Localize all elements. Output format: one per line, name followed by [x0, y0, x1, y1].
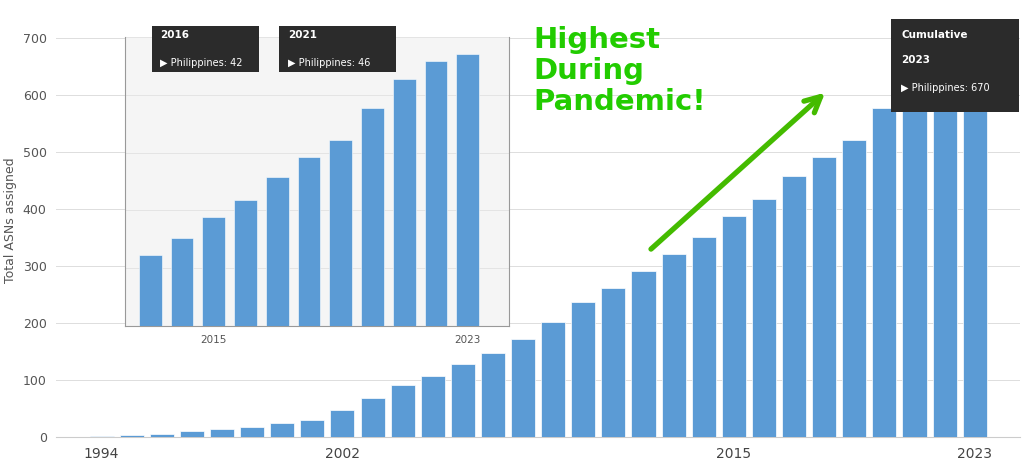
Bar — [782, 176, 806, 437]
Text: ▶ Philippines: 42: ▶ Philippines: 42 — [160, 58, 243, 68]
Bar — [361, 107, 384, 441]
Text: Highest
During
Pandemic!: Highest During Pandemic! — [534, 26, 706, 116]
Bar — [234, 200, 257, 441]
Bar — [298, 157, 321, 441]
Text: 2021: 2021 — [288, 30, 317, 40]
Bar — [752, 199, 776, 437]
Text: 2016: 2016 — [160, 30, 189, 40]
Bar — [360, 399, 385, 437]
Bar — [171, 238, 194, 441]
Bar — [120, 435, 143, 437]
Bar — [601, 288, 626, 437]
Bar — [722, 216, 745, 437]
Bar — [331, 410, 354, 437]
Text: ▶ Philippines: 46: ▶ Philippines: 46 — [288, 58, 371, 68]
Bar — [902, 80, 927, 437]
Bar — [180, 432, 204, 437]
Y-axis label: Total ASNs assigned: Total ASNs assigned — [4, 158, 17, 284]
Bar — [421, 376, 444, 437]
Bar — [270, 424, 294, 437]
Bar — [393, 79, 416, 441]
Bar — [481, 353, 505, 437]
Bar — [150, 434, 174, 437]
Bar — [511, 339, 536, 437]
Bar — [451, 364, 475, 437]
Bar — [691, 237, 716, 437]
Bar — [425, 61, 447, 441]
Bar — [203, 217, 225, 441]
Bar — [266, 177, 289, 441]
Bar — [571, 301, 595, 437]
Bar — [457, 54, 479, 441]
Bar — [842, 140, 866, 437]
Bar — [662, 254, 686, 437]
Bar — [300, 420, 325, 437]
Bar — [139, 255, 162, 441]
Bar — [812, 157, 837, 437]
Bar — [872, 108, 896, 437]
Bar — [390, 385, 415, 437]
Bar — [330, 140, 352, 441]
Bar — [240, 427, 264, 437]
Bar — [210, 429, 234, 437]
Bar — [933, 62, 956, 437]
Bar — [89, 436, 114, 437]
Bar — [632, 271, 655, 437]
Text: 2023: 2023 — [901, 55, 930, 66]
Bar — [963, 55, 987, 437]
Text: Cumulative: Cumulative — [901, 30, 968, 40]
Text: ▶ Philippines: 670: ▶ Philippines: 670 — [901, 83, 990, 93]
Bar — [541, 322, 565, 437]
